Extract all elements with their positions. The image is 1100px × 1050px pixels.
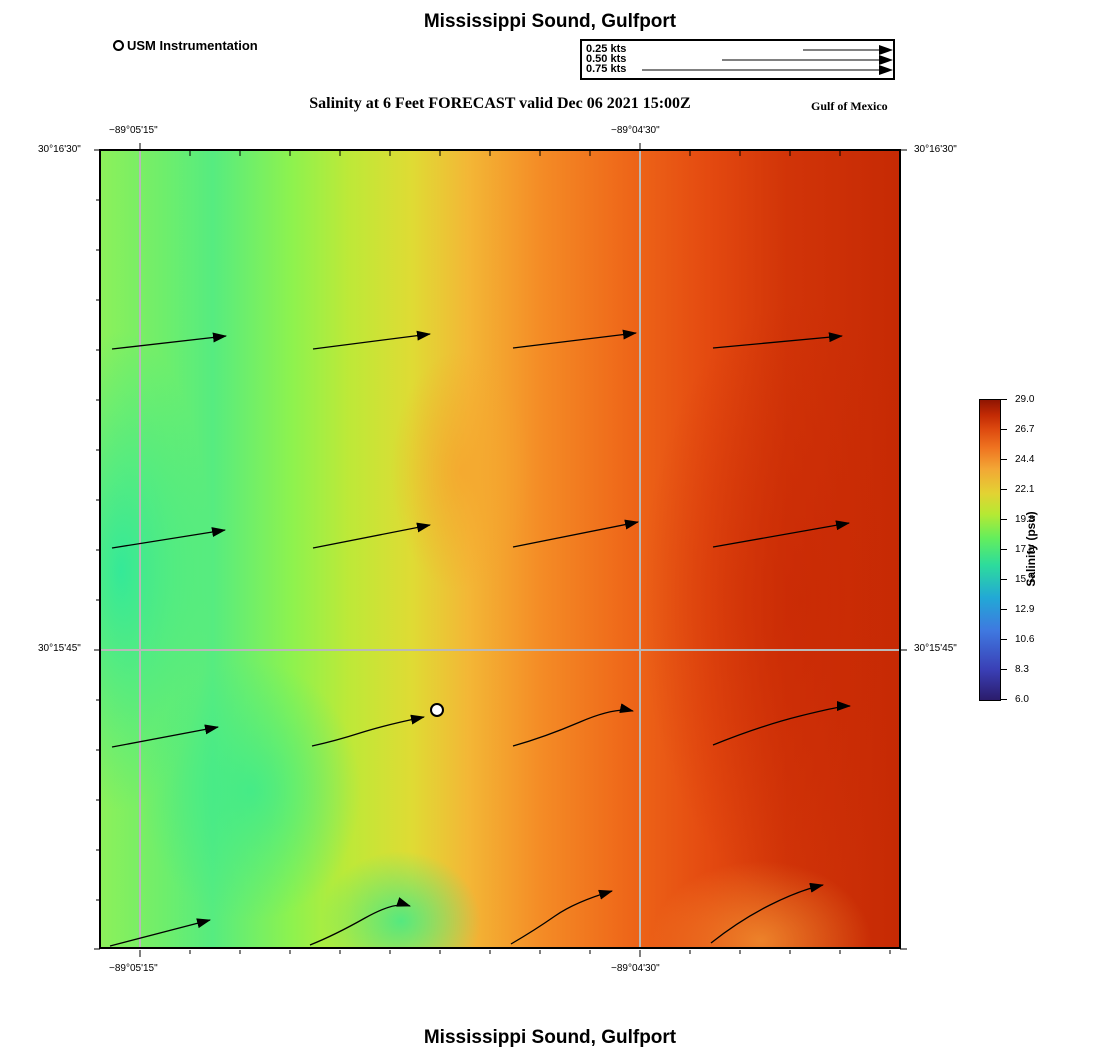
left-frame-ticks: [94, 149, 100, 950]
colorbar-tick-label: 22.1: [1015, 484, 1035, 495]
instrument-legend: USM Instrumentation: [113, 38, 258, 53]
colorbar-tick-label: 24.4: [1015, 454, 1035, 465]
speed-key-label: 0.75 kts: [586, 63, 627, 75]
top-longitude-label: −89°04'30": [611, 125, 660, 136]
colorbar-tick-label: 12.9: [1015, 604, 1035, 615]
right-frame-ticks: [900, 149, 907, 950]
current-arrow: [712, 520, 850, 548]
speed-key-svg: [580, 39, 895, 80]
top-longitude-label: −89°05'15": [109, 125, 158, 136]
current-arrow: [109, 918, 211, 947]
speed-key-label: 0.50 kts: [586, 53, 627, 65]
colorbar-tick-label: 26.7: [1015, 424, 1035, 435]
colorbar-tick-label: 29.0: [1015, 394, 1035, 405]
current-arrow: [712, 701, 851, 746]
right-latitude-label: 30°16'30": [914, 144, 957, 155]
colorbar-tick-label: 17.5: [1015, 544, 1035, 555]
colorbar-tick-label: 8.3: [1015, 664, 1029, 675]
left-latitude-label: 30°16'30": [38, 144, 81, 155]
colorbar-tick-label: 10.6: [1015, 634, 1035, 645]
current-arrow: [311, 714, 425, 747]
current-arrow: [312, 330, 431, 350]
bottom-frame-ticks: [139, 950, 891, 957]
current-arrow: [510, 889, 613, 945]
forecast-subtitle: Salinity at 6 Feet FORECAST valid Dec 06…: [309, 95, 691, 112]
current-arrow: [712, 332, 843, 349]
left-latitude-label: 30°15'45": [38, 643, 81, 654]
current-arrow: [111, 332, 227, 350]
salinity-field: [101, 151, 899, 947]
current-arrow: [111, 724, 219, 748]
bottom-longitude-label: −89°05'15": [109, 963, 158, 974]
current-arrow: [512, 703, 634, 747]
right-latitude-label: 30°15'45": [914, 643, 957, 654]
salinity-map[interactable]: [99, 149, 901, 949]
colorbar-tick-label: 19.8: [1015, 514, 1035, 525]
current-arrow: [512, 329, 637, 349]
bottom-title: Mississippi Sound, Gulfport: [423, 1027, 677, 1048]
colorbar-tick-label: 15.2: [1015, 574, 1035, 585]
current-arrow: [710, 882, 824, 944]
bottom-longitude-label: −89°04'30": [611, 963, 660, 974]
circle-marker-icon: [113, 40, 124, 51]
colorbar-tick-label: 6.0: [1015, 694, 1029, 705]
map-title: Mississippi Sound, Gulfport: [423, 11, 677, 32]
current-vectors: [109, 329, 851, 947]
map-overlay: [101, 151, 899, 947]
colorbar-gradient: [979, 399, 1001, 701]
speed-key-label: 0.25 kts: [586, 43, 627, 55]
top-frame-ticks: [139, 143, 641, 149]
frame-ticks: [189, 151, 841, 156]
usm-instrument-marker[interactable]: [430, 703, 444, 717]
current-arrow: [512, 519, 639, 548]
current-arrow: [309, 897, 411, 946]
colorbar-title: Salinity (psu): [1024, 511, 1038, 587]
current-arrow: [111, 527, 226, 549]
current-speed-key: 0.25 kts 0.50 kts 0.75 kts: [580, 39, 895, 80]
instrument-legend-label: USM Instrumentation: [127, 38, 258, 53]
region-label: Gulf of Mexico: [811, 99, 888, 113]
current-arrow: [312, 522, 431, 549]
